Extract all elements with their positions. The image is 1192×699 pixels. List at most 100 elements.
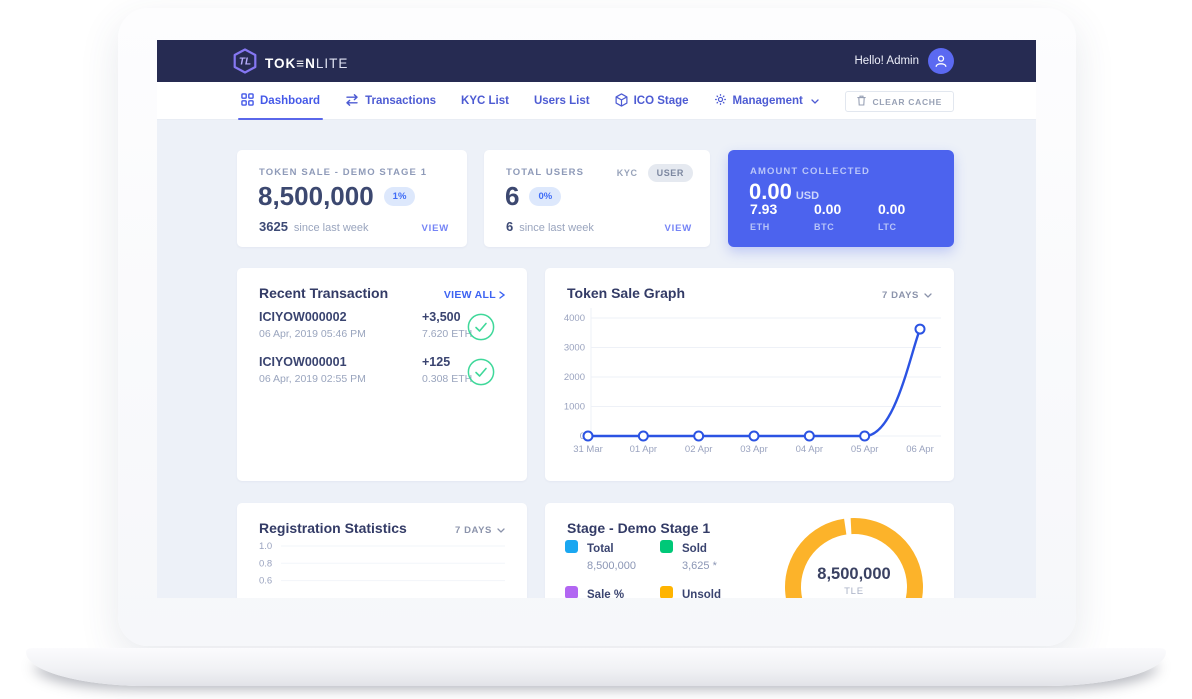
range-dropdown[interactable]: 7 DAYS	[882, 290, 932, 301]
percent-badge: 0%	[529, 187, 562, 206]
svg-text:06 Apr: 06 Apr	[906, 444, 933, 455]
svg-text:02 Apr: 02 Apr	[685, 444, 712, 455]
legend-item-sale-pct: Sale %	[565, 585, 660, 598]
tab-management[interactable]: Management	[714, 82, 819, 120]
view-all-link[interactable]: VIEW ALL	[444, 289, 505, 301]
toggle-kyc[interactable]: KYC	[616, 168, 638, 178]
tab-dashboard[interactable]: Dashboard	[237, 82, 324, 120]
legend-item-total: Total 8,500,000	[565, 539, 660, 572]
svg-text:3000: 3000	[564, 343, 585, 354]
legend-item-sold: Sold 3,625 *	[660, 539, 755, 572]
currency-label: USD	[795, 190, 820, 202]
donut-center-unit: TLE	[844, 586, 864, 597]
svg-text:0: 0	[580, 431, 585, 442]
legend-swatch	[565, 540, 578, 553]
confirmed-check-icon	[467, 358, 495, 391]
svg-text:03 Apr: 03 Apr	[740, 444, 767, 455]
registration-statistics-card: Registration Statistics 7 DAYS 1.0 0.8 0.6	[237, 503, 527, 598]
toggle-user[interactable]: USER	[647, 164, 693, 182]
svg-text:1.0: 1.0	[259, 541, 272, 552]
delta-value: 6	[506, 219, 514, 234]
amount-usd: 0.00 USD	[749, 179, 820, 204]
user-menu[interactable]: Hello! Admin	[854, 40, 954, 82]
greeting-text: Hello! Admin	[854, 55, 919, 67]
svg-text:0.8: 0.8	[259, 558, 272, 569]
token-sale-card: TOKEN SALE - DEMO STAGE 1 8,500,000 1% 3…	[237, 150, 467, 247]
dashboard-app: TL TOK≡NLITE Hello! Admin	[157, 40, 1036, 598]
svg-text:04 Apr: 04 Apr	[796, 444, 823, 455]
nav-items: Dashboard Transactions KYC List Users Li…	[237, 82, 819, 120]
logo[interactable]: TL TOK≡NLITE	[233, 48, 348, 79]
donut-center-value: 8,500,000	[817, 565, 891, 583]
legend-swatch	[565, 586, 578, 598]
delta-value: 3625	[259, 219, 288, 234]
svg-text:2000: 2000	[564, 372, 585, 383]
legend-swatch	[660, 540, 673, 553]
tx-amount: +3,500	[422, 310, 461, 324]
registration-chart: 1.0 0.8 0.6	[259, 541, 505, 587]
transaction-row[interactable]: ICIYOW000002 06 Apr, 2019 05:46 PM +3,50…	[259, 310, 511, 346]
tab-users-list[interactable]: Users List	[534, 82, 590, 120]
card-title: TOKEN SALE - DEMO STAGE 1	[259, 167, 428, 178]
transaction-row[interactable]: ICIYOW000001 06 Apr, 2019 02:55 PM +125 …	[259, 355, 511, 391]
svg-text:0.6: 0.6	[259, 576, 272, 587]
range-dropdown[interactable]: 7 DAYS	[455, 525, 505, 536]
svg-text:01 Apr: 01 Apr	[630, 444, 657, 455]
laptop-base	[26, 648, 1166, 686]
legend-swatch	[660, 586, 673, 598]
total-users-card: TOTAL USERS KYC USER 6 0% 6 since last w…	[484, 150, 710, 247]
view-link[interactable]: VIEW	[421, 223, 449, 234]
card-title: Token Sale Graph	[567, 285, 685, 301]
topbar: TL TOK≡NLITE Hello! Admin	[157, 40, 1036, 82]
view-link[interactable]: VIEW	[664, 223, 692, 234]
svg-text:4000: 4000	[564, 313, 585, 324]
token-sale-value: 8,500,000 1%	[258, 181, 416, 212]
confirmed-check-icon	[467, 313, 495, 346]
swap-arrows-icon	[345, 93, 359, 109]
person-icon	[935, 55, 947, 67]
stage-legend: Total 8,500,000 Sold 3,625 * Sale % Unso…	[565, 539, 755, 598]
tx-date: 06 Apr, 2019 05:46 PM	[259, 328, 366, 340]
tx-amount: +125	[422, 355, 451, 369]
svg-text:1000: 1000	[564, 402, 585, 413]
stage-card: Stage - Demo Stage 1 Total 8,500,000 Sol…	[545, 503, 954, 598]
chevron-down-icon	[924, 293, 932, 298]
trash-icon	[857, 95, 867, 108]
avatar[interactable]	[928, 48, 954, 74]
tab-label: Management	[732, 95, 803, 107]
clear-cache-button[interactable]: CLEAR CACHE	[845, 91, 954, 112]
card-title: Recent Transaction	[259, 285, 389, 301]
svg-text:TL: TL	[239, 57, 251, 68]
tab-label: Dashboard	[260, 95, 321, 107]
navbar: Dashboard Transactions KYC List Users Li…	[157, 82, 1036, 120]
tx-date: 06 Apr, 2019 02:55 PM	[259, 373, 366, 385]
tab-kyc-list[interactable]: KYC List	[461, 82, 509, 120]
tab-label: Transactions	[365, 95, 437, 107]
tx-eth: 7.620 ETH	[422, 328, 473, 340]
legend-item-unsold: Unsold	[660, 585, 755, 598]
tab-label: ICO Stage	[633, 95, 689, 107]
token-sale-chart: 0 1000 2000 3000 4000 31 Mar 01 Apr 02 Apr 03 Ap…	[564, 308, 941, 455]
recent-transactions-card: Recent Transaction VIEW ALL ICIYOW000002…	[237, 268, 527, 481]
percent-badge: 1%	[383, 187, 416, 206]
tx-id: ICIYOW000002	[259, 310, 347, 324]
grid-icon	[241, 93, 254, 109]
donut-center: 8,500,000 TLE	[794, 565, 914, 597]
token-sale-graph-card: Token Sale Graph 7 DAYS 0 1000 2000 3000 400…	[545, 268, 954, 481]
chevron-down-icon	[497, 528, 505, 533]
breakdown-ltc: 0.00 LTC	[878, 201, 906, 232]
clear-cache-label: CLEAR CACHE	[872, 96, 942, 107]
tx-id: ICIYOW000001	[259, 355, 347, 369]
logo-text: TOK≡NLITE	[265, 56, 349, 71]
stage-donut-chart	[785, 518, 923, 598]
breakdown-btc: 0.00 BTC	[814, 201, 842, 232]
tab-ico-stage[interactable]: ICO Stage	[615, 82, 689, 120]
delta-caption: since last week	[519, 222, 594, 234]
currency-breakdown: 7.93 ETH 0.00 BTC 0.00 LTC	[750, 201, 942, 235]
card-title: AMOUNT COLLECTED	[750, 166, 870, 177]
tab-label: Users List	[533, 95, 590, 107]
kyc-user-toggle: KYC USER	[617, 164, 693, 182]
tab-transactions[interactable]: Transactions	[345, 82, 436, 120]
card-title: TOTAL USERS	[506, 167, 585, 178]
